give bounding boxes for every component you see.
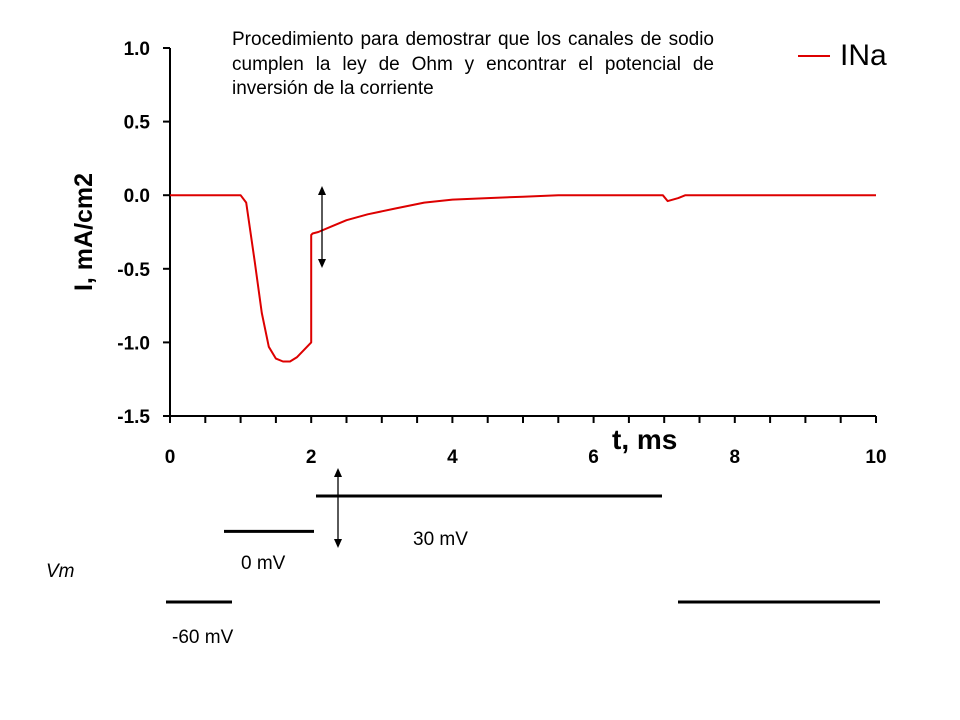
series-layer	[170, 194, 876, 363]
x-tick-label: 6	[588, 447, 599, 468]
x-tick-label: 10	[865, 447, 886, 468]
x-tick-label: 4	[447, 447, 458, 468]
y-ticks: 1.0 0.5 0.0 -0.5 -1.0 -1.5	[117, 39, 170, 428]
vm-label: Vm	[46, 561, 75, 582]
voltage-arrow-head-up	[334, 468, 342, 477]
current-arrow-head-down	[318, 259, 326, 268]
current-arrow-head-up	[318, 186, 326, 195]
voltage-jump-arrow	[334, 468, 342, 548]
current-jump-arrow	[318, 186, 326, 268]
x-axis-title: t, ms	[612, 424, 677, 455]
voltage-arrow-head-down	[334, 539, 342, 548]
vm-steps	[166, 494, 880, 604]
legend: INa	[798, 39, 887, 72]
vm-protocol: Vm -60 mV 0 mV 30 mV	[46, 494, 880, 648]
legend-label-ina: INa	[840, 39, 887, 72]
x-tick-label: 0	[165, 447, 176, 468]
x-tick-label: 8	[730, 447, 741, 468]
y-axis-title: I, mA/cm2	[70, 173, 98, 291]
series-line-ina	[170, 194, 876, 363]
y-tick-label: -0.5	[117, 260, 150, 281]
procedure-note: Procedimiento para demostrar que los can…	[232, 29, 714, 99]
y-tick-label: -1.0	[117, 333, 150, 354]
y-tick-label: 1.0	[124, 39, 150, 60]
vm-step-label-30: 30 mV	[413, 529, 468, 550]
y-tick-label: 0.0	[124, 186, 150, 207]
y-tick-label: -1.5	[117, 407, 150, 428]
y-tick-label: 0.5	[124, 113, 151, 134]
vm-step-label-0: 0 mV	[241, 553, 286, 574]
x-tick-label: 2	[306, 447, 317, 468]
plot-axes	[169, 48, 876, 417]
vm-step-label-neg60: -60 mV	[172, 627, 234, 648]
x-ticks: 0 2 4 6 8 10	[165, 416, 887, 468]
